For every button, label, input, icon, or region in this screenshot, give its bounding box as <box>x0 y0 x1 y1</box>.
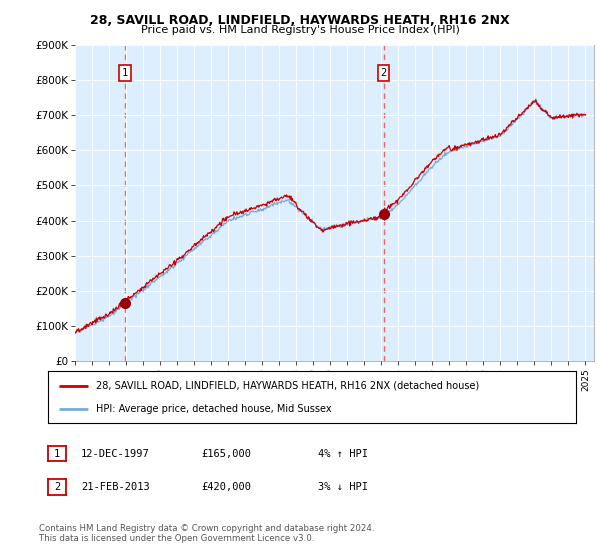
Text: 12-DEC-1997: 12-DEC-1997 <box>81 449 150 459</box>
Text: Price paid vs. HM Land Registry's House Price Index (HPI): Price paid vs. HM Land Registry's House … <box>140 25 460 35</box>
Text: 4% ↑ HPI: 4% ↑ HPI <box>318 449 368 459</box>
Text: £165,000: £165,000 <box>201 449 251 459</box>
Text: 1: 1 <box>54 449 60 459</box>
Text: 28, SAVILL ROAD, LINDFIELD, HAYWARDS HEATH, RH16 2NX: 28, SAVILL ROAD, LINDFIELD, HAYWARDS HEA… <box>90 14 510 27</box>
Text: 1: 1 <box>122 68 128 78</box>
Text: 3% ↓ HPI: 3% ↓ HPI <box>318 482 368 492</box>
Text: £420,000: £420,000 <box>201 482 251 492</box>
Text: Contains HM Land Registry data © Crown copyright and database right 2024.
This d: Contains HM Land Registry data © Crown c… <box>39 524 374 543</box>
Text: 2: 2 <box>54 482 60 492</box>
Text: HPI: Average price, detached house, Mid Sussex: HPI: Average price, detached house, Mid … <box>95 404 331 414</box>
Text: 2: 2 <box>380 68 386 78</box>
Text: 21-FEB-2013: 21-FEB-2013 <box>81 482 150 492</box>
Text: 28, SAVILL ROAD, LINDFIELD, HAYWARDS HEATH, RH16 2NX (detached house): 28, SAVILL ROAD, LINDFIELD, HAYWARDS HEA… <box>95 381 479 391</box>
